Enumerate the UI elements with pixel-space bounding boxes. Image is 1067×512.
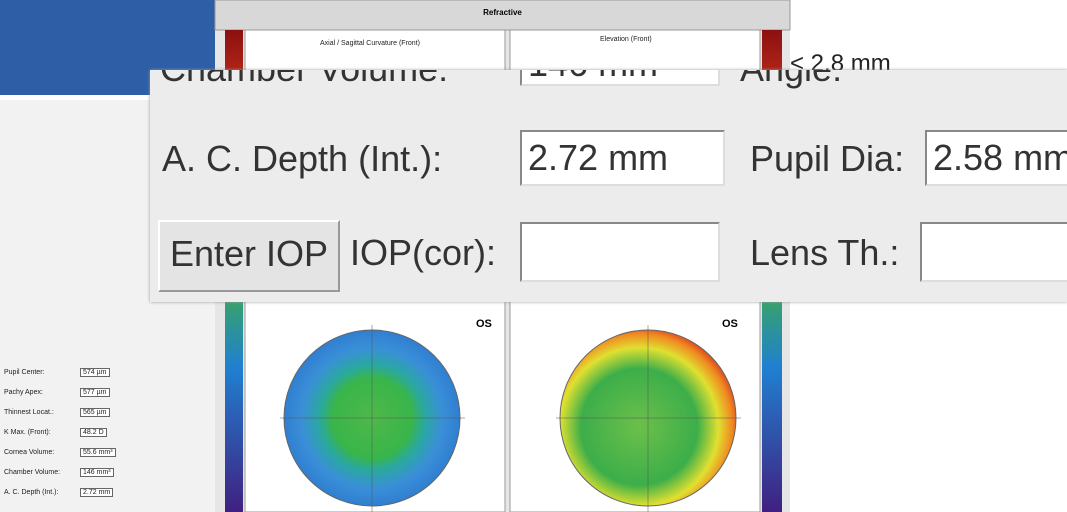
- enter-iop-button[interactable]: Enter IOP: [158, 220, 340, 292]
- side-label: Cornea Volume:: [4, 449, 74, 456]
- side-row: Pachy Apex: 577 µm: [4, 388, 110, 397]
- right-map-title: Elevation (Front): [600, 36, 652, 43]
- side-value: 55.6 mm³: [80, 448, 116, 457]
- zoom-inset: Chamber Volume: 146 mm³ Angle: A. C. Dep…: [150, 70, 1067, 302]
- side-value: 48.2 D: [80, 428, 107, 437]
- field-label: IOP(cor):: [350, 232, 496, 274]
- field-label: Angle:: [740, 70, 842, 90]
- screen: {"app_header": {"title": "Refractive", "…: [0, 0, 1067, 512]
- side-value: 2.72 mm: [80, 488, 113, 497]
- field-label: A. C. Depth (Int.):: [162, 138, 442, 180]
- eye-label: OS: [476, 318, 492, 330]
- side-value: 574 µm: [80, 368, 110, 377]
- side-row: A. C. Depth (Int.): 2.72 mm: [4, 488, 113, 497]
- side-value: 565 µm: [80, 408, 110, 417]
- field-input[interactable]: [520, 222, 720, 282]
- header-title: Refractive: [215, 8, 790, 17]
- field-label: Lens Th.:: [750, 232, 899, 274]
- side-row: Cornea Volume: 55.6 mm³: [4, 448, 116, 457]
- side-value: 577 µm: [80, 388, 110, 397]
- side-label: K Max. (Front):: [4, 429, 74, 436]
- field-label: Chamber Volume:: [160, 70, 448, 90]
- side-label: Chamber Volume:: [4, 469, 74, 476]
- side-label: A. C. Depth (Int.):: [4, 489, 74, 496]
- side-label: Thinnest Locat.:: [4, 409, 74, 416]
- side-label: Pupil Center:: [4, 369, 74, 376]
- side-row: Thinnest Locat.: 565 µm: [4, 408, 110, 417]
- side-row: Pupil Center: 574 µm: [4, 368, 110, 377]
- left-map-title: Axial / Sagittal Curvature (Front): [320, 40, 420, 47]
- field-value: 146 mm³: [520, 70, 720, 86]
- side-value: 146 mm³: [80, 468, 114, 477]
- side-row: K Max. (Front): 48.2 D: [4, 428, 107, 437]
- side-panel: Pupil Center: 574 µm Pachy Apex: 577 µm Thin…: [0, 360, 215, 512]
- field-input[interactable]: [920, 222, 1067, 282]
- field-value: 2.72 mm: [520, 130, 725, 186]
- field-label: Pupil Dia:: [750, 138, 904, 180]
- side-row: Chamber Volume: 146 mm³: [4, 468, 114, 477]
- field-value: 2.58 mm: [925, 130, 1067, 186]
- eye-label: OS: [722, 318, 738, 330]
- side-label: Pachy Apex:: [4, 389, 74, 396]
